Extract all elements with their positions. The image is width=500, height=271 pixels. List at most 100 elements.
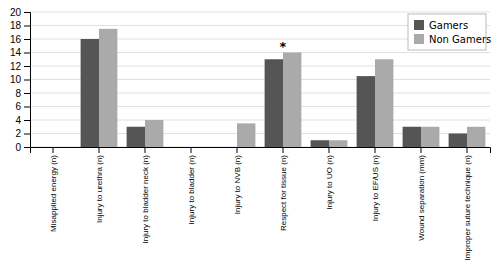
- y-tick: 10: [10, 74, 30, 85]
- x-tick-label: Injury to UO (n): [325, 155, 334, 210]
- bar: [127, 127, 145, 147]
- bar: [81, 39, 99, 147]
- x-tick-mark: [53, 147, 54, 153]
- x-axis-line: [31, 148, 491, 154]
- x-tick-mark: [467, 147, 468, 153]
- plot: 0 2 4 6 8 10 12 14 16 18 20 Misapplied energy (n) In…: [10, 7, 491, 261]
- x-tick-mark: [191, 147, 192, 153]
- legend-frame: [408, 14, 486, 50]
- x-tick-label: Injury to urethra (n): [95, 155, 104, 223]
- bar: [219, 147, 237, 148]
- y-axis: 0 2 4 6 8 10 12 14 16 18 20: [10, 7, 31, 153]
- y-tick-mark: [24, 93, 30, 94]
- y-tick: 0: [15, 142, 30, 153]
- y-tick: 4: [15, 115, 30, 126]
- x-tick-label: Respect for tissue (n): [279, 155, 288, 231]
- x-tick-mark: [283, 147, 284, 153]
- y-tick: 12: [10, 61, 30, 72]
- y-tick-mark: [24, 147, 30, 148]
- x-tick-mark: [375, 147, 376, 153]
- legend-label: Gamers: [429, 20, 468, 31]
- y-tick: 14: [10, 47, 30, 58]
- bar: [403, 127, 421, 147]
- y-tick-label: 8: [15, 88, 21, 99]
- grid-line: [30, 12, 490, 13]
- y-tick: 20: [10, 7, 30, 18]
- x-tick-label: Injury to NVB (n): [233, 155, 242, 214]
- bar: [375, 59, 393, 147]
- legend: Gamers Non Gamers: [408, 14, 491, 50]
- bar: [283, 53, 301, 148]
- x-tick-label: Injury to EF/US (n): [371, 155, 380, 222]
- bar: [357, 76, 375, 147]
- y-tick-mark: [24, 53, 30, 54]
- y-tick-mark: [24, 66, 30, 67]
- y-tick-label: 10: [10, 74, 22, 85]
- x-tick: Injury to urethra (n): [95, 147, 104, 223]
- y-tick: 18: [10, 20, 30, 31]
- legend-swatch: [414, 20, 424, 30]
- y-tick-mark: [24, 80, 30, 81]
- bar: [329, 140, 347, 147]
- y-tick-label: 6: [15, 101, 21, 112]
- y-axis-line: [24, 13, 31, 148]
- y-tick-mark: [24, 26, 30, 27]
- y-tick: 6: [15, 101, 30, 112]
- bar: [265, 59, 283, 147]
- y-tick-label: 12: [10, 61, 22, 72]
- legend-item: Non Gamers: [414, 34, 491, 45]
- bar: [237, 123, 255, 147]
- bar: [311, 140, 329, 147]
- bar: [99, 29, 117, 147]
- x-tick-mark: [99, 147, 100, 153]
- y-tick-mark: [24, 134, 30, 135]
- x-tick: Injury to NVB (n): [233, 147, 242, 214]
- x-tick: Respect for tissue (n): [279, 147, 288, 231]
- x-tick-label: Wound separation (mm): [417, 155, 426, 241]
- series: [81, 39, 467, 147]
- x-tick-mark: [145, 147, 146, 153]
- x-tick: Wound separation (mm): [417, 147, 426, 241]
- y-tick: 2: [15, 128, 30, 139]
- y-tick-label: 16: [10, 34, 22, 45]
- y-tick-label: 2: [15, 128, 21, 139]
- y-tick-label: 18: [10, 20, 22, 31]
- y-tick: 8: [15, 88, 30, 99]
- bar: [145, 120, 163, 147]
- legend-item: Gamers: [414, 20, 468, 31]
- x-tick: Injury to EF/US (n): [371, 147, 380, 221]
- bar: [191, 147, 209, 148]
- x-tick: Misapplied energy (n): [49, 147, 58, 232]
- y-tick-mark: [24, 120, 30, 121]
- legend-label: Non Gamers: [429, 34, 491, 45]
- x-tick-label: Injury to bladder (n): [187, 155, 196, 225]
- bar: [467, 127, 485, 147]
- x-tick: Injury to UO (n): [325, 147, 334, 210]
- legend-swatch: [414, 34, 424, 44]
- x-tick-label: Injury to bladder neck (n): [141, 155, 150, 244]
- y-tick-label: 20: [10, 7, 22, 18]
- bar: [53, 147, 71, 148]
- x-axis: Misapplied energy (n) Injury to urethra (…: [31, 147, 491, 260]
- bar: [173, 147, 191, 148]
- y-tick-mark: [24, 12, 30, 13]
- bar: [449, 134, 467, 148]
- annotation: *: [280, 39, 287, 54]
- x-tick-label: Improper suture technique (n): [463, 155, 472, 261]
- grid: [30, 12, 490, 147]
- y-tick-mark: [24, 107, 30, 108]
- x-tick: Improper suture technique (n): [463, 147, 472, 260]
- x-tick-label: Misapplied energy (n): [49, 155, 58, 232]
- x-tick-mark: [421, 147, 422, 153]
- y-tick-label: 0: [15, 142, 21, 153]
- x-tick-mark: [237, 147, 238, 153]
- chart: 0 2 4 6 8 10 12 14 16 18 20 Misapplied energy (n) In…: [0, 0, 500, 271]
- bar: [35, 147, 53, 148]
- x-tick: Injury to bladder neck (n): [141, 147, 150, 244]
- y-tick-label: 4: [15, 115, 21, 126]
- bar: [421, 127, 439, 147]
- x-tick: Injury to bladder (n): [187, 147, 196, 224]
- x-tick-mark: [329, 147, 330, 153]
- y-tick: 16: [10, 34, 30, 45]
- y-tick-label: 14: [10, 47, 22, 58]
